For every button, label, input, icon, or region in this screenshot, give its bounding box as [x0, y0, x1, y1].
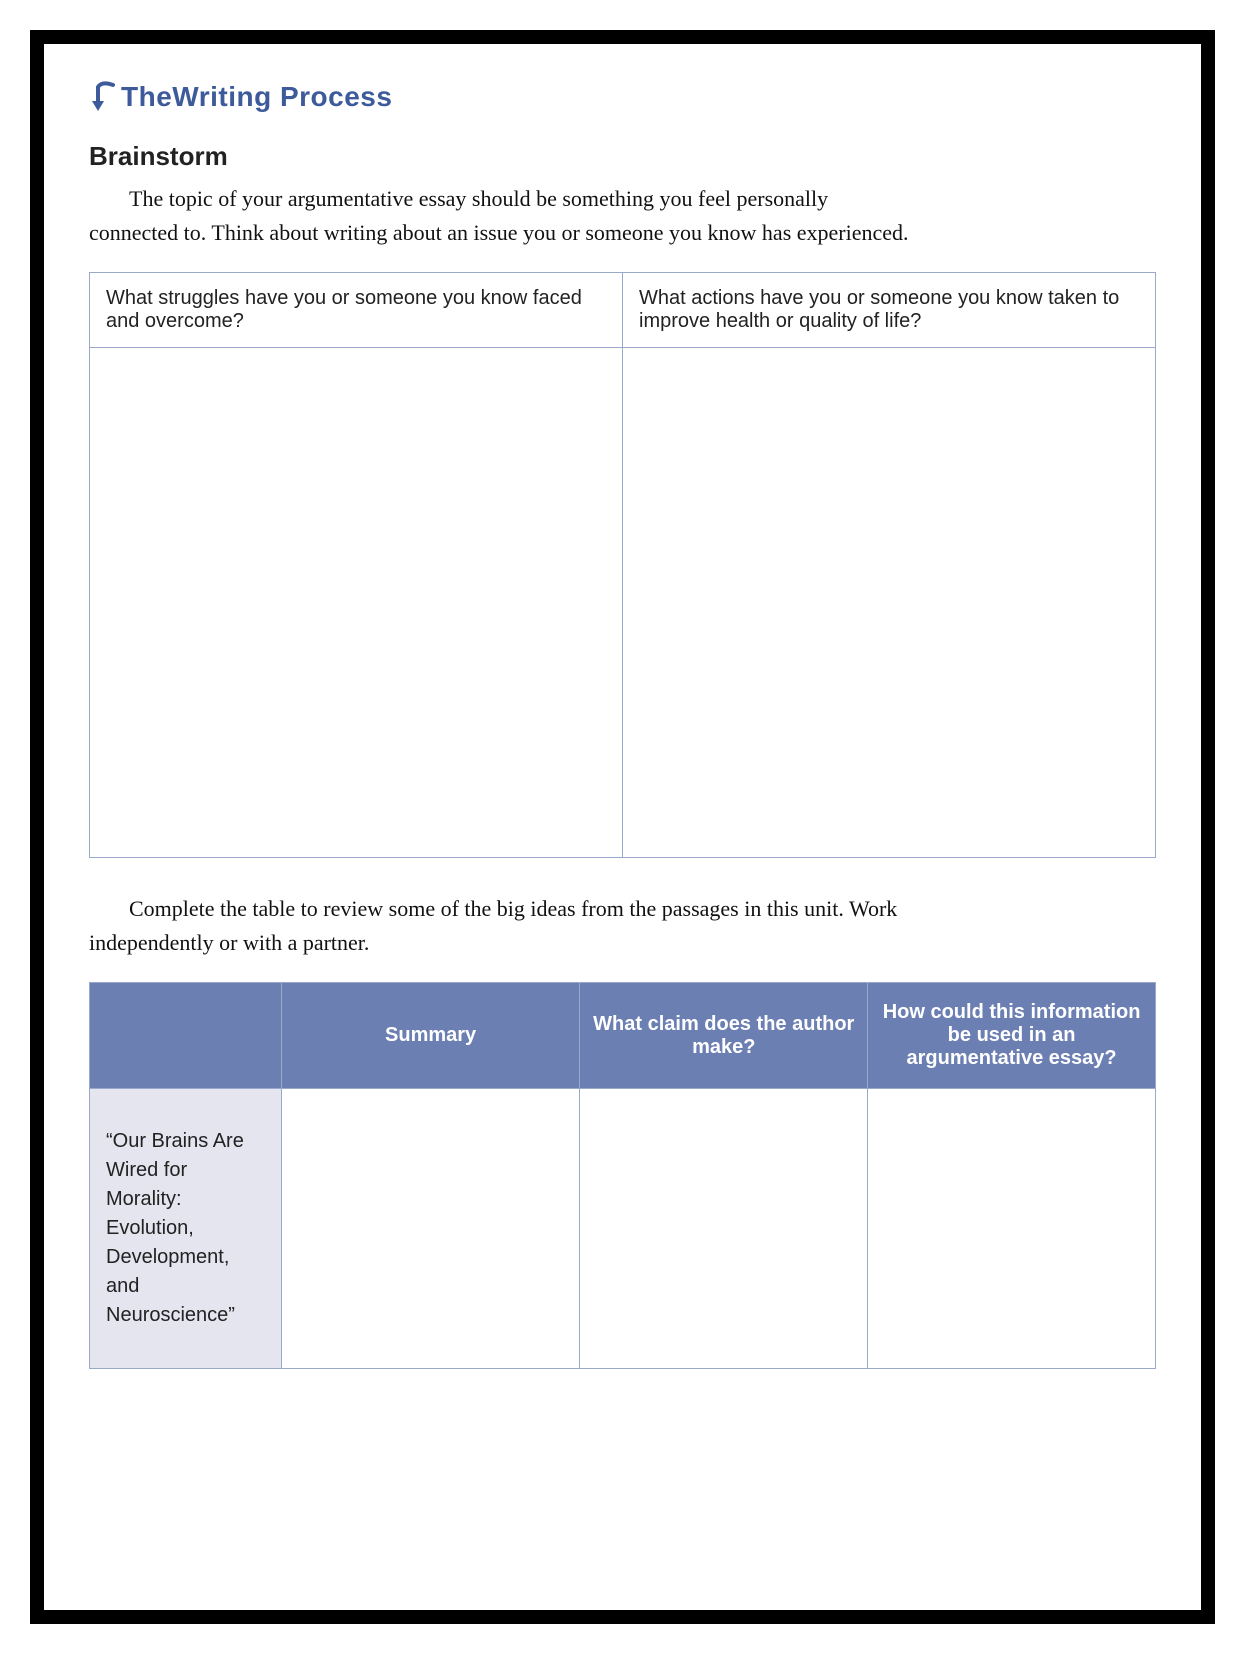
table2-cell	[868, 1089, 1156, 1369]
table1-cell	[90, 348, 623, 858]
logo-text: TheWriting Process	[121, 81, 392, 113]
table-row	[90, 348, 1156, 858]
page-frame: TheWriting Process Brainstorm The topic …	[30, 30, 1215, 1624]
arrow-down-icon	[89, 81, 115, 115]
table2-row-label: “Our Brains Are Wired for Morality: Evol…	[90, 1089, 282, 1369]
table1-cell	[623, 348, 1156, 858]
logo: TheWriting Process	[89, 79, 1156, 113]
table2-col-header: What claim does the author make?	[580, 983, 868, 1089]
table2-cell	[281, 1089, 579, 1369]
section-heading: Brainstorm	[89, 141, 1156, 172]
intro-paragraph: The topic of your argumentative essay sh…	[89, 182, 909, 250]
table2-col-header: Summary	[281, 983, 579, 1089]
table2-cell	[580, 1089, 868, 1369]
brainstorm-table: What struggles have you or someone you k…	[89, 272, 1156, 858]
table1-col-header: What actions have you or someone you kno…	[623, 273, 1156, 348]
page-outer: TheWriting Process Brainstorm The topic …	[0, 0, 1245, 1654]
table2-corner	[90, 983, 282, 1089]
review-table: Summary What claim does the author make?…	[89, 982, 1156, 1369]
table2-col-header: How could this information be used in an…	[868, 983, 1156, 1089]
table1-col-header: What struggles have you or someone you k…	[90, 273, 623, 348]
mid-paragraph: Complete the table to review some of the…	[89, 892, 909, 960]
table-row: “Our Brains Are Wired for Morality: Evol…	[90, 1089, 1156, 1369]
